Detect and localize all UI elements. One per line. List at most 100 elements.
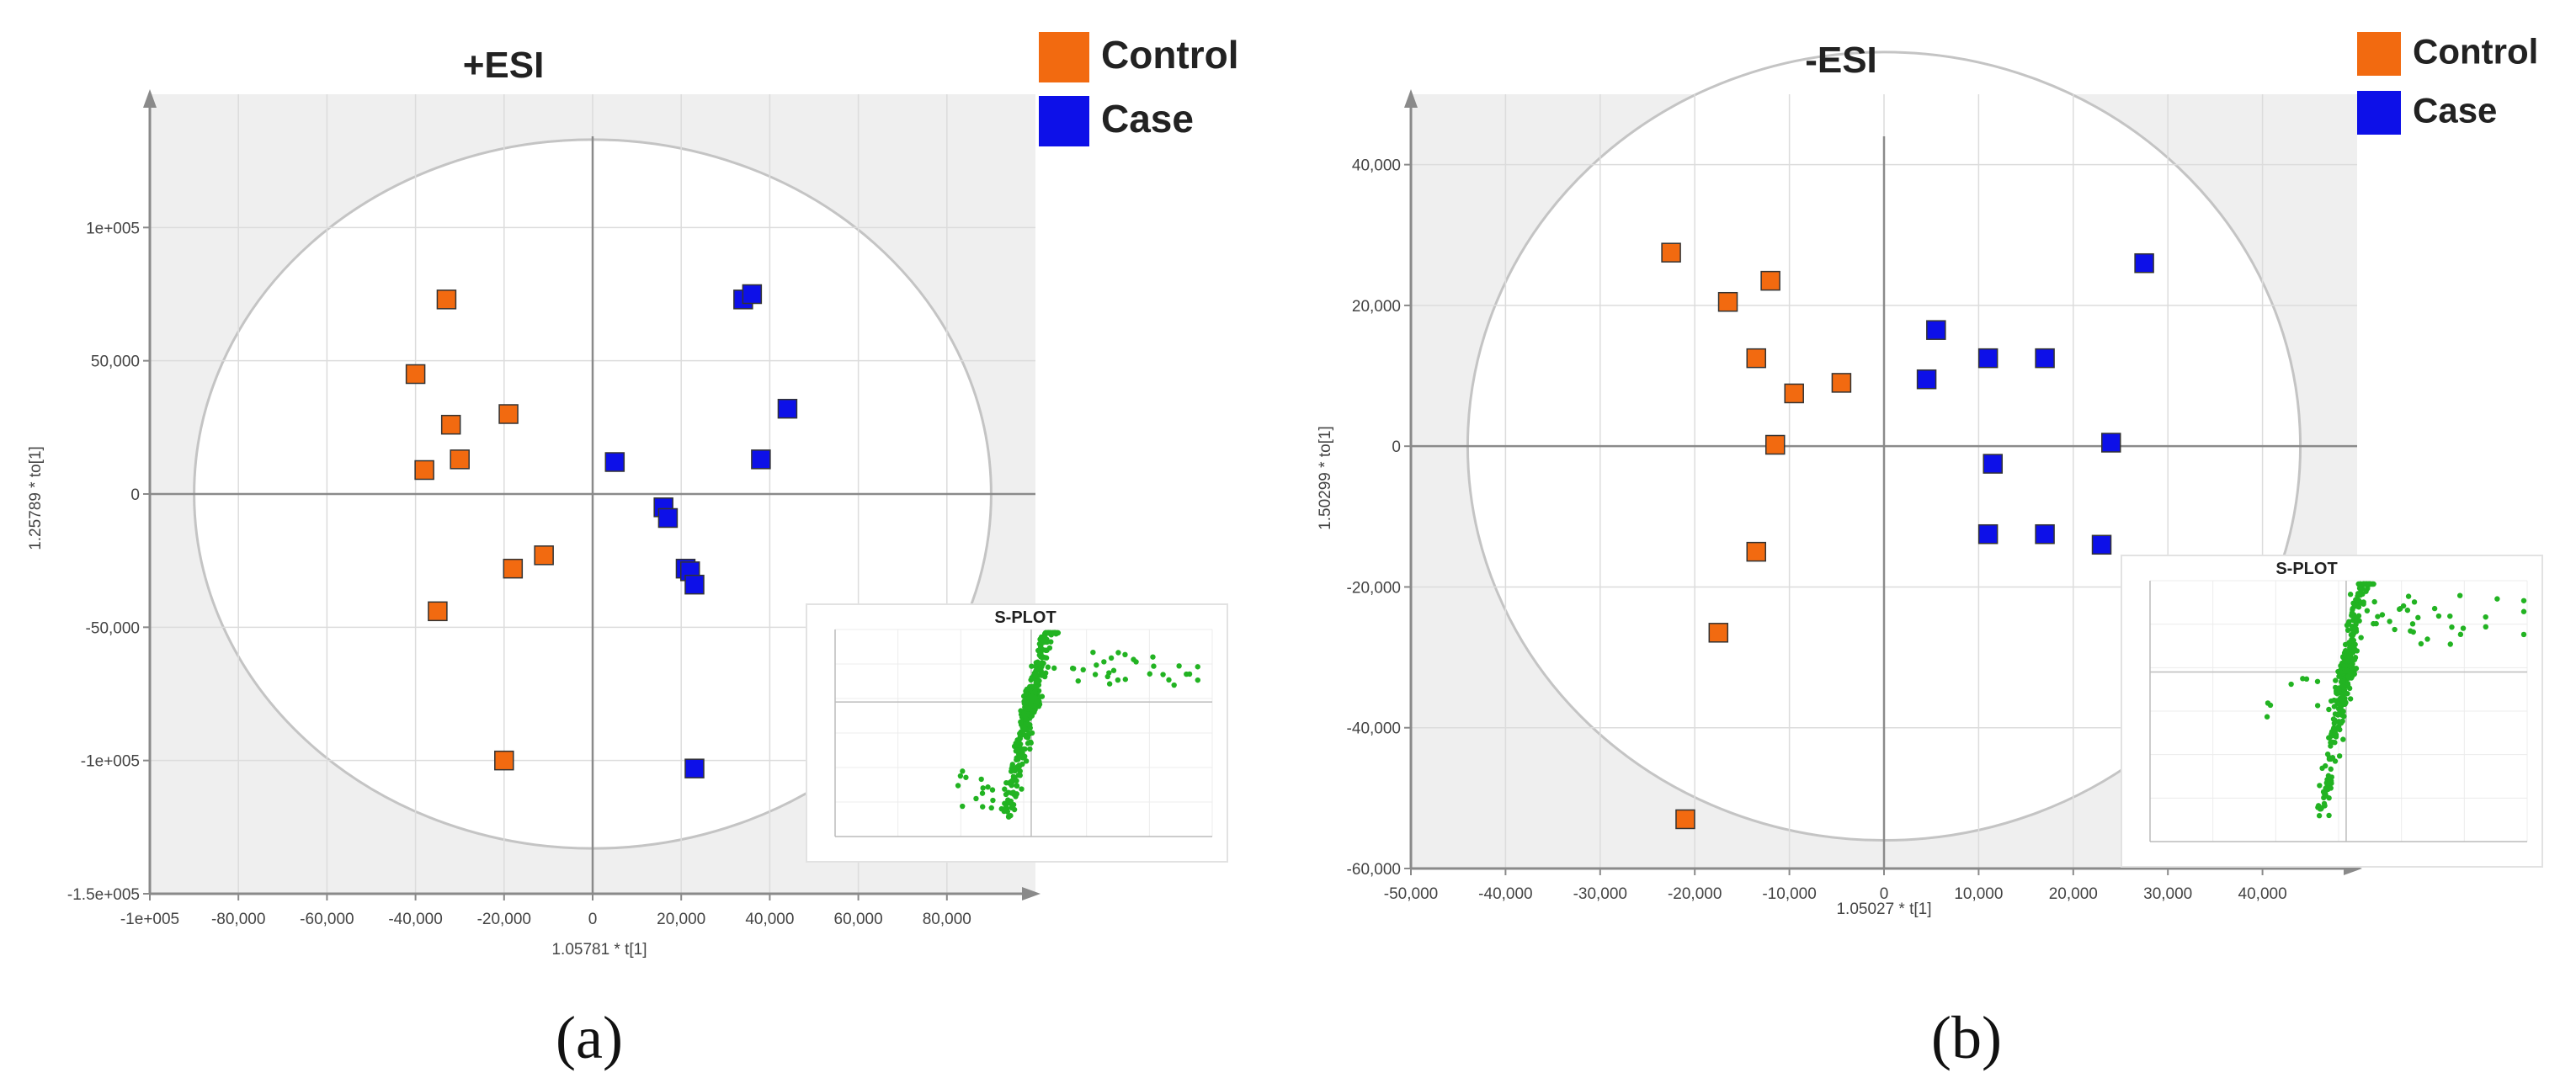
chart-b-control-point xyxy=(1831,373,1852,393)
chart-a-splot-point xyxy=(1176,663,1182,669)
chart-b-splot-point xyxy=(2346,640,2352,645)
chart-a-y-tick-label: -1.5e+005 xyxy=(67,886,140,904)
chart-a-splot-point xyxy=(963,774,969,780)
chart-b-x-tick-label: 30,000 xyxy=(2143,885,2192,903)
chart-a-splot-point xyxy=(1014,747,1020,753)
chart-b-splot-point xyxy=(2328,766,2334,773)
chart-a-splot-point xyxy=(988,805,994,811)
chart-b-splot-point xyxy=(2431,605,2438,612)
chart-b-splot-title: S-PLOT xyxy=(2275,560,2337,578)
chart-b-splot-point xyxy=(2264,714,2270,720)
chart-a-splot-point xyxy=(1029,663,1035,669)
chart-b-splot-point xyxy=(2347,663,2353,669)
chart-b-splot-point xyxy=(2345,673,2351,680)
chart-b-y-tick-label: -60,000 xyxy=(1347,861,1401,879)
chart-b-splot-point xyxy=(2483,614,2488,620)
chart-a-splot-point xyxy=(1044,639,1051,645)
chart-b-splot-point xyxy=(2339,702,2345,708)
chart-b-splot-point xyxy=(2267,702,2274,709)
chart-b-title: -ESI xyxy=(1805,40,1877,81)
chart-b-y-tick-label: -40,000 xyxy=(1347,720,1401,738)
chart-b-splot-point xyxy=(2424,636,2430,642)
chart-b-splot-point xyxy=(2334,698,2340,704)
chart-a-splot-point xyxy=(1003,804,1009,810)
chart-a-control-point xyxy=(428,601,448,622)
chart-b-splot-point xyxy=(2483,624,2488,630)
chart-a-x-axis-arrow xyxy=(1022,887,1041,900)
chart-b-x-tick-label: 10,000 xyxy=(1954,885,2003,903)
chart-b-splot-point xyxy=(2340,678,2346,684)
chart-b-splot-point xyxy=(2344,648,2350,654)
chart-a-splot-title: S-PLOT xyxy=(994,608,1056,627)
chart-a-splot-point xyxy=(1029,730,1035,736)
chart-a-splot-point xyxy=(1051,629,1058,636)
chart-a-splot-point xyxy=(1015,772,1022,778)
chart-a-splot-point xyxy=(1101,659,1107,665)
chart-a-case-point xyxy=(657,507,679,529)
chart-a-splot-point xyxy=(998,805,1004,812)
chart-b-splot-point xyxy=(2314,678,2321,684)
chart-a-splot-point xyxy=(1110,667,1117,673)
chart-a-splot-point xyxy=(1166,677,1172,683)
chart-a-splot-point xyxy=(960,768,966,774)
chart-b-splot-point xyxy=(2315,803,2322,809)
chart-b-case-point xyxy=(1916,369,1937,390)
chart-a-splot-point xyxy=(1051,665,1057,672)
chart-b-splot-point xyxy=(2435,613,2442,619)
chart-b-legend-swatch-control xyxy=(2357,32,2401,76)
chart-a-splot-point xyxy=(1041,654,1046,661)
chart-a-control-point xyxy=(498,404,519,424)
chart-b-legend-swatch-case xyxy=(2357,91,2401,135)
chart-b-y-tick-label: 40,000 xyxy=(1352,157,1401,175)
chart-a-splot-point xyxy=(955,783,961,789)
chart-b-legend-label-case: Case xyxy=(2413,90,2497,130)
chart-b-splot-point xyxy=(2326,812,2332,819)
chart-a-splot-point xyxy=(1094,662,1099,668)
chart-b-splot-point xyxy=(2351,614,2358,620)
chart-a-x-tick-label: -60,000 xyxy=(300,911,354,928)
chart-a-legend-swatch-control xyxy=(1039,32,1089,82)
chart-b-splot-point xyxy=(2336,753,2343,759)
chart-a-splot-point xyxy=(1028,740,1034,746)
chart-b-case-point xyxy=(2101,433,2121,453)
chart-b-splot-point xyxy=(2288,681,2294,688)
chart-b-splot-point xyxy=(2347,696,2354,702)
chart-a-splot-point xyxy=(1151,663,1157,669)
chart-a-case-point xyxy=(751,449,771,470)
chart-a-splot-point xyxy=(1013,741,1019,746)
chart-a-case-point xyxy=(604,452,625,472)
chart-b-case-point xyxy=(1977,523,1999,544)
chart-a-splot-point xyxy=(1027,746,1033,752)
chart-a-control-point xyxy=(450,449,470,470)
chart-b-splot-point xyxy=(2344,667,2350,674)
chart-b-case-point xyxy=(2091,534,2112,555)
chart-a-splot-point xyxy=(1008,812,1014,819)
chart-b-splot-point xyxy=(2329,774,2335,780)
chart-a-splot-point xyxy=(1030,693,1035,699)
chart-b-control-point xyxy=(1746,541,1767,562)
chart-a-splot-point xyxy=(1010,801,1017,808)
chart-b-case-point xyxy=(1983,454,2004,474)
chart-b-splot-point xyxy=(2336,673,2342,679)
chart-b-splot-point xyxy=(2333,688,2339,694)
chart-b-splot-point xyxy=(2350,632,2356,639)
chart-b-splot-point xyxy=(2400,603,2407,609)
chart-a-splot-point xyxy=(1023,690,1030,697)
chart-a-splot-point xyxy=(1195,664,1200,670)
chart-a-splot-point xyxy=(1115,650,1121,656)
chart-b-splot-point xyxy=(2323,762,2329,769)
chart-b-case-point xyxy=(1926,320,1946,340)
chart-a-x-tick-label: -1e+005 xyxy=(120,911,179,928)
chart-a-splot-point xyxy=(1036,652,1042,658)
chart-a-splot-point xyxy=(1023,721,1029,728)
chart-a-splot-point xyxy=(1034,684,1040,690)
chart-a-splot-point xyxy=(1025,735,1031,741)
chart-b-splot-point xyxy=(2328,785,2334,791)
chart-b-case-point xyxy=(1977,348,1999,369)
chart-a-splot-point xyxy=(1017,734,1024,740)
chart-a-splot-point xyxy=(1122,677,1129,683)
chart-b-control-point xyxy=(1708,623,1729,643)
chart-a-splot-point xyxy=(1017,752,1023,759)
